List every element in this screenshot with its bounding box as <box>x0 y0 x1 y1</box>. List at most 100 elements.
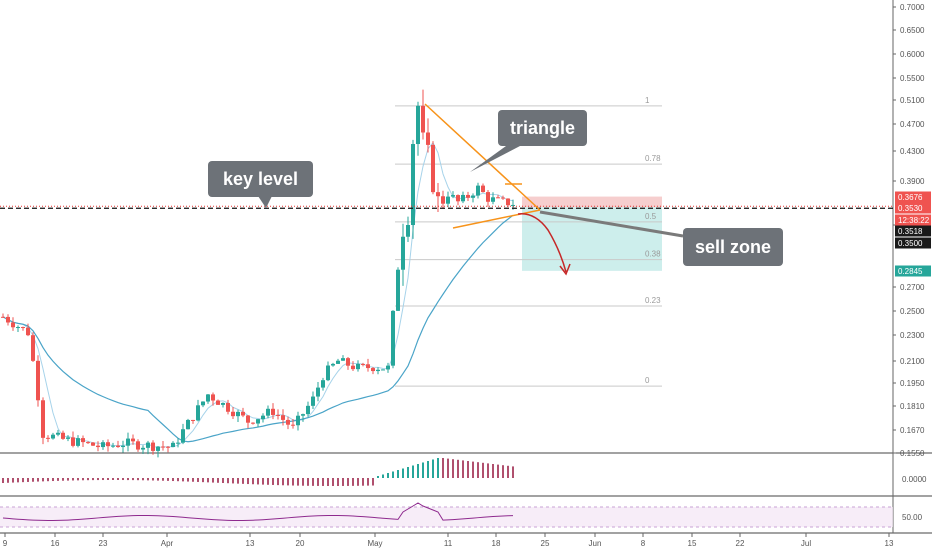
x-tick-label: 23 <box>99 539 108 548</box>
price-tag-label: 12:38:22 <box>898 216 930 225</box>
candle-body <box>136 441 140 450</box>
price-tag-box <box>895 225 931 237</box>
candle-body <box>451 195 455 197</box>
y-tick-label: 0.2300 <box>900 331 925 340</box>
candle-body <box>11 322 15 328</box>
price-tag-label: 0.3676 <box>898 193 923 202</box>
x-tick-label: 8 <box>641 539 646 548</box>
y-tick-label: 0.1810 <box>900 402 925 411</box>
sub-panes: 0.0000 50.00 <box>0 458 927 528</box>
candle-body <box>341 358 345 361</box>
candle-body <box>406 225 410 237</box>
candle-body <box>416 105 420 145</box>
candle-body <box>306 405 310 415</box>
candle-body <box>181 429 185 443</box>
candle-body <box>421 105 425 133</box>
price-tag-box <box>895 214 931 226</box>
candle-body <box>296 415 300 426</box>
y-tick-label: 0.5500 <box>900 74 925 83</box>
x-tick-label: 11 <box>444 539 453 548</box>
sell-zone-callout-box <box>683 228 783 266</box>
y-tick-label: 0.4700 <box>900 120 925 129</box>
candle-body <box>31 335 35 361</box>
candle-body <box>116 445 120 448</box>
sell-arrow <box>517 213 567 273</box>
price-tag-label: 0.3518 <box>898 227 923 236</box>
candle-body <box>491 197 495 202</box>
candle-body <box>201 401 205 406</box>
y-tick-label: 0.2100 <box>900 357 925 366</box>
candle-body <box>266 408 270 416</box>
candle-body <box>66 437 70 439</box>
candle-body <box>471 195 475 198</box>
triangle-callout-pointer <box>470 146 520 172</box>
candle-body <box>336 360 340 364</box>
rsi-band <box>0 507 893 527</box>
candle-body <box>351 365 355 370</box>
candle-body <box>156 446 160 451</box>
x-tick-label: 20 <box>296 539 305 548</box>
candle-body <box>371 368 375 372</box>
candle-body <box>231 411 235 417</box>
candle-body <box>61 432 65 439</box>
candle-body <box>191 419 195 421</box>
candle-body <box>501 197 505 199</box>
x-tick-label: Jul <box>801 539 811 548</box>
candle-body <box>311 396 315 406</box>
candle-body <box>251 422 255 424</box>
fib-level-label: 0.23 <box>645 296 661 305</box>
candle-body <box>141 447 145 450</box>
candle-body <box>236 411 240 417</box>
candle-body <box>241 411 245 416</box>
candle-body <box>81 438 85 443</box>
candle-body <box>86 442 90 444</box>
candle-body <box>441 196 445 204</box>
candle-body <box>496 197 500 199</box>
candle-body <box>276 414 280 416</box>
x-axis: 9 16 23 Apr 13 20 May 11 18 25 Jun 8 15 22 Jul 13 <box>3 533 894 548</box>
y-tick-label: 0.7000 <box>900 3 925 12</box>
fib-level-label: 1 <box>645 96 650 105</box>
callouts: key level triangle sell zone <box>208 110 783 266</box>
x-tick-label: 22 <box>736 539 745 548</box>
candle-body <box>316 387 320 397</box>
y-tick-label: 0.1950 <box>900 379 925 388</box>
candle-body <box>106 442 110 447</box>
y-tick-label: 0.6000 <box>900 50 925 59</box>
y-tick-label: 0.3900 <box>900 177 925 186</box>
x-tick-label: Apr <box>161 539 174 548</box>
candle-body <box>56 432 60 435</box>
y-tick-label: 0.5100 <box>900 96 925 105</box>
price-tag-box <box>895 202 931 214</box>
candle-body <box>151 442 155 451</box>
position-zones <box>522 196 662 271</box>
candle-body <box>146 442 150 448</box>
sell-zone-callout-text: sell zone <box>695 237 771 257</box>
histogram-axis-label: 0.0000 <box>902 475 927 484</box>
triangle-upper-trendline <box>424 103 541 211</box>
candle-body <box>426 132 430 145</box>
candle-body <box>271 408 275 415</box>
candle-body <box>161 446 165 448</box>
candle-body <box>171 442 175 448</box>
candle-body <box>246 415 250 423</box>
take-profit-zone <box>522 207 662 271</box>
candle-body <box>481 185 485 193</box>
price-tag-box <box>895 191 931 203</box>
candle-body <box>286 419 290 425</box>
candle-body <box>51 434 55 439</box>
triangle-callout-box <box>498 110 587 146</box>
candle-body <box>456 195 460 202</box>
y-tick-label: 0.2700 <box>900 283 925 292</box>
candle-body <box>41 400 45 438</box>
candle-body <box>131 438 135 442</box>
candle-body <box>446 196 450 204</box>
candle-body <box>226 402 230 412</box>
drawn-lines <box>0 103 893 276</box>
sell-zone-pointer-line <box>539 210 684 238</box>
candle-body <box>301 414 305 416</box>
price-tag-box <box>895 237 931 249</box>
